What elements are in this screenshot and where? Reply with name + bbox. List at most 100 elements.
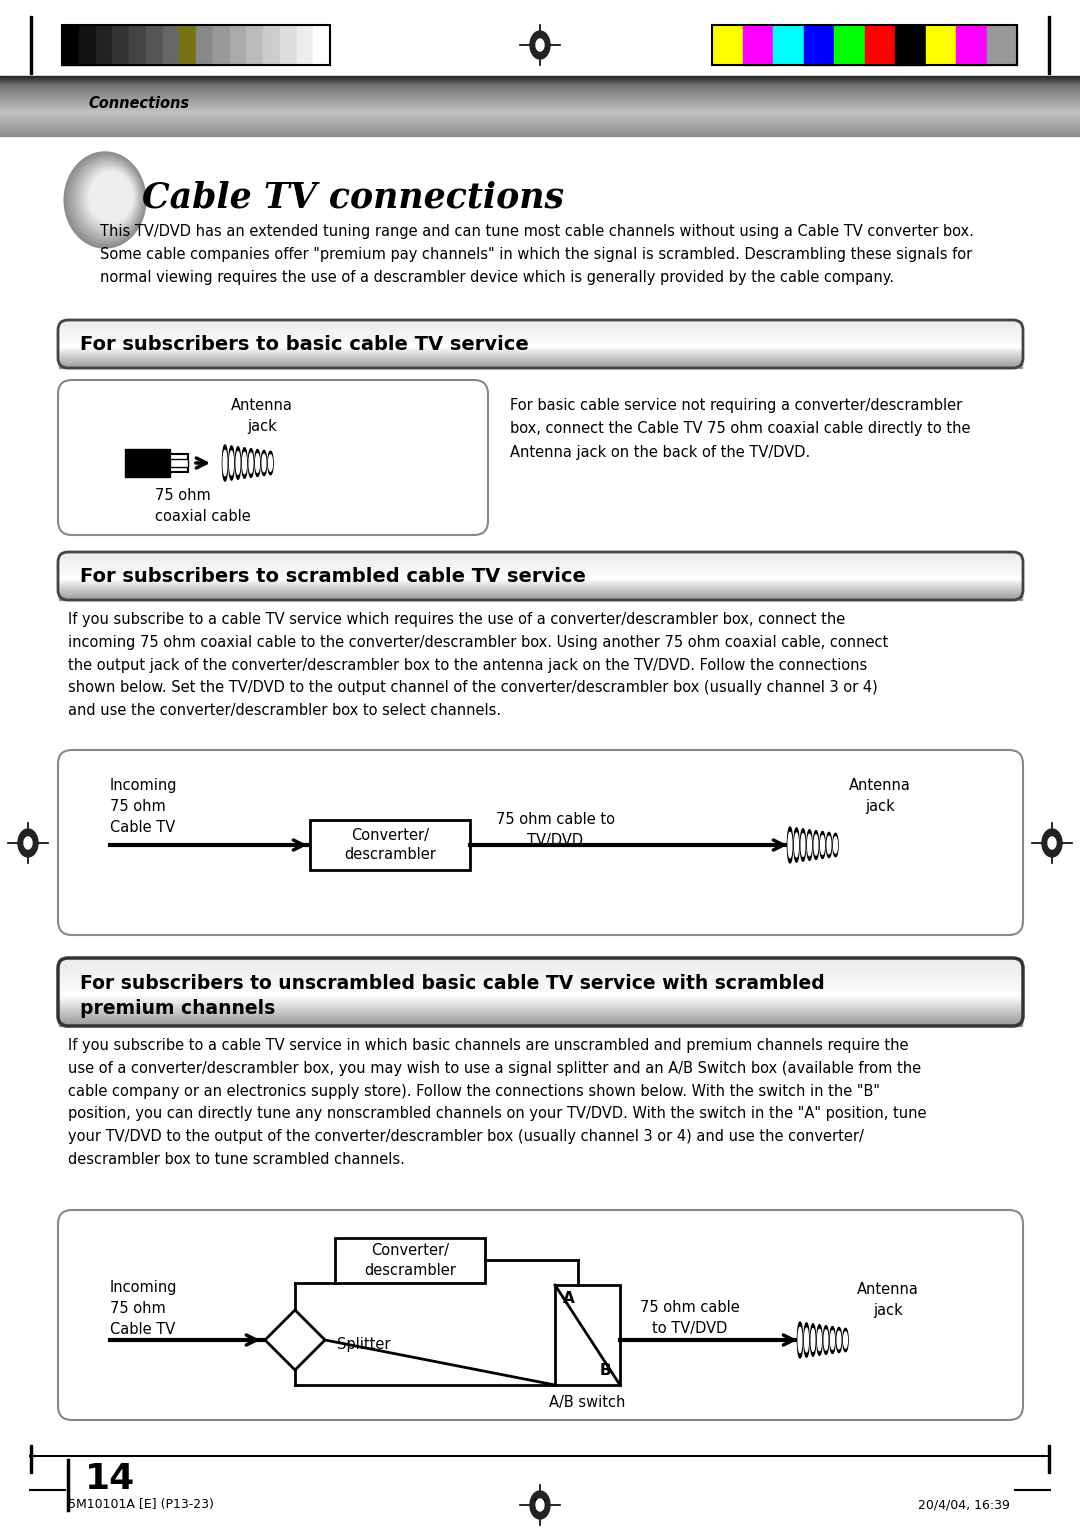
Ellipse shape bbox=[810, 1323, 815, 1357]
Ellipse shape bbox=[787, 827, 793, 863]
Bar bbox=[79, 24, 95, 66]
Bar bbox=[62, 24, 330, 66]
Ellipse shape bbox=[268, 451, 273, 475]
Text: Connections: Connections bbox=[87, 96, 189, 112]
Ellipse shape bbox=[536, 1499, 544, 1511]
Ellipse shape bbox=[269, 455, 272, 471]
Bar bbox=[179, 24, 195, 66]
Text: 75 ohm cable to
TV/DVD: 75 ohm cable to TV/DVD bbox=[496, 811, 615, 848]
Bar bbox=[125, 449, 170, 477]
Ellipse shape bbox=[224, 451, 227, 475]
Ellipse shape bbox=[827, 836, 831, 854]
Bar bbox=[30, 15, 32, 73]
Ellipse shape bbox=[248, 449, 254, 477]
Text: B: B bbox=[600, 1363, 611, 1378]
Ellipse shape bbox=[89, 171, 133, 223]
Ellipse shape bbox=[230, 451, 233, 475]
Ellipse shape bbox=[71, 157, 143, 241]
Bar bbox=[170, 454, 188, 472]
Text: If you subscribe to a cable TV service in which basic channels are unscrambled a: If you subscribe to a cable TV service i… bbox=[68, 1038, 927, 1167]
Ellipse shape bbox=[816, 1325, 822, 1355]
Ellipse shape bbox=[249, 452, 253, 474]
FancyBboxPatch shape bbox=[58, 750, 1023, 935]
Text: 14: 14 bbox=[85, 1462, 135, 1496]
Text: For basic cable service not requiring a converter/descrambler
box, connect the C: For basic cable service not requiring a … bbox=[510, 397, 971, 460]
Ellipse shape bbox=[800, 828, 806, 862]
Text: For subscribers to scrambled cable TV service: For subscribers to scrambled cable TV se… bbox=[80, 567, 585, 585]
Ellipse shape bbox=[823, 1326, 828, 1354]
Bar bbox=[1048, 15, 1050, 73]
Ellipse shape bbox=[67, 154, 145, 246]
Ellipse shape bbox=[811, 1329, 815, 1351]
Ellipse shape bbox=[86, 170, 134, 225]
Ellipse shape bbox=[814, 834, 818, 856]
Bar bbox=[146, 24, 162, 66]
FancyBboxPatch shape bbox=[58, 380, 488, 535]
Bar bbox=[926, 24, 956, 66]
Bar bbox=[1048, 1445, 1050, 1473]
Ellipse shape bbox=[261, 451, 267, 475]
Ellipse shape bbox=[256, 454, 259, 472]
Text: Splitter: Splitter bbox=[337, 1337, 391, 1351]
Text: Cable TV connections: Cable TV connections bbox=[141, 180, 564, 215]
Ellipse shape bbox=[794, 828, 799, 862]
Ellipse shape bbox=[64, 151, 146, 248]
Bar bbox=[30, 1445, 32, 1473]
Bar bbox=[864, 24, 895, 66]
Bar bbox=[712, 24, 743, 66]
Ellipse shape bbox=[842, 1328, 848, 1352]
Ellipse shape bbox=[76, 160, 140, 237]
Bar bbox=[112, 24, 129, 66]
Bar bbox=[213, 24, 229, 66]
Ellipse shape bbox=[262, 454, 266, 472]
Text: Antenna
jack: Antenna jack bbox=[231, 397, 293, 434]
Bar bbox=[555, 1285, 620, 1384]
FancyBboxPatch shape bbox=[58, 1210, 1023, 1420]
Bar bbox=[956, 24, 986, 66]
Text: 20/4/04, 16:39: 20/4/04, 16:39 bbox=[918, 1497, 1010, 1511]
Text: Antenna
jack: Antenna jack bbox=[849, 778, 910, 814]
Ellipse shape bbox=[824, 1329, 828, 1351]
Ellipse shape bbox=[820, 831, 825, 859]
Ellipse shape bbox=[18, 830, 38, 857]
Ellipse shape bbox=[798, 1328, 801, 1352]
Bar bbox=[895, 24, 926, 66]
Bar bbox=[297, 24, 313, 66]
Bar bbox=[229, 24, 246, 66]
Bar bbox=[95, 24, 112, 66]
Ellipse shape bbox=[24, 837, 32, 850]
Text: 5M10101A [E] (P13-23): 5M10101A [E] (P13-23) bbox=[68, 1497, 214, 1511]
Text: Incoming
75 ohm
Cable TV: Incoming 75 ohm Cable TV bbox=[110, 1280, 177, 1337]
Text: 75 ohm cable
to TV/DVD: 75 ohm cable to TV/DVD bbox=[640, 1300, 740, 1335]
Ellipse shape bbox=[536, 40, 544, 50]
Ellipse shape bbox=[1048, 837, 1056, 850]
Ellipse shape bbox=[804, 1323, 809, 1357]
Text: This TV/DVD has an extended tuning range and can tune most cable channels withou: This TV/DVD has an extended tuning range… bbox=[100, 225, 974, 284]
Ellipse shape bbox=[229, 446, 234, 480]
Ellipse shape bbox=[831, 1331, 835, 1349]
Ellipse shape bbox=[801, 834, 805, 856]
Ellipse shape bbox=[826, 833, 832, 857]
Ellipse shape bbox=[795, 833, 798, 857]
Text: For subscribers to basic cable TV service: For subscribers to basic cable TV servic… bbox=[80, 335, 529, 353]
Ellipse shape bbox=[235, 446, 241, 480]
Ellipse shape bbox=[821, 836, 824, 854]
Ellipse shape bbox=[836, 1328, 841, 1352]
Ellipse shape bbox=[833, 833, 838, 857]
Ellipse shape bbox=[797, 1322, 802, 1358]
Bar bbox=[195, 24, 213, 66]
Ellipse shape bbox=[242, 448, 247, 478]
Ellipse shape bbox=[807, 830, 812, 860]
Ellipse shape bbox=[73, 159, 141, 238]
Bar bbox=[264, 24, 280, 66]
Ellipse shape bbox=[1042, 830, 1062, 857]
Text: A/B switch: A/B switch bbox=[550, 1395, 625, 1410]
Ellipse shape bbox=[788, 833, 792, 857]
Ellipse shape bbox=[80, 163, 138, 232]
Ellipse shape bbox=[237, 452, 240, 474]
Ellipse shape bbox=[82, 167, 136, 229]
Text: If you subscribe to a cable TV service which requires the use of a converter/des: If you subscribe to a cable TV service w… bbox=[68, 613, 888, 718]
Bar bbox=[62, 24, 79, 66]
Ellipse shape bbox=[69, 156, 144, 243]
Ellipse shape bbox=[84, 168, 135, 228]
